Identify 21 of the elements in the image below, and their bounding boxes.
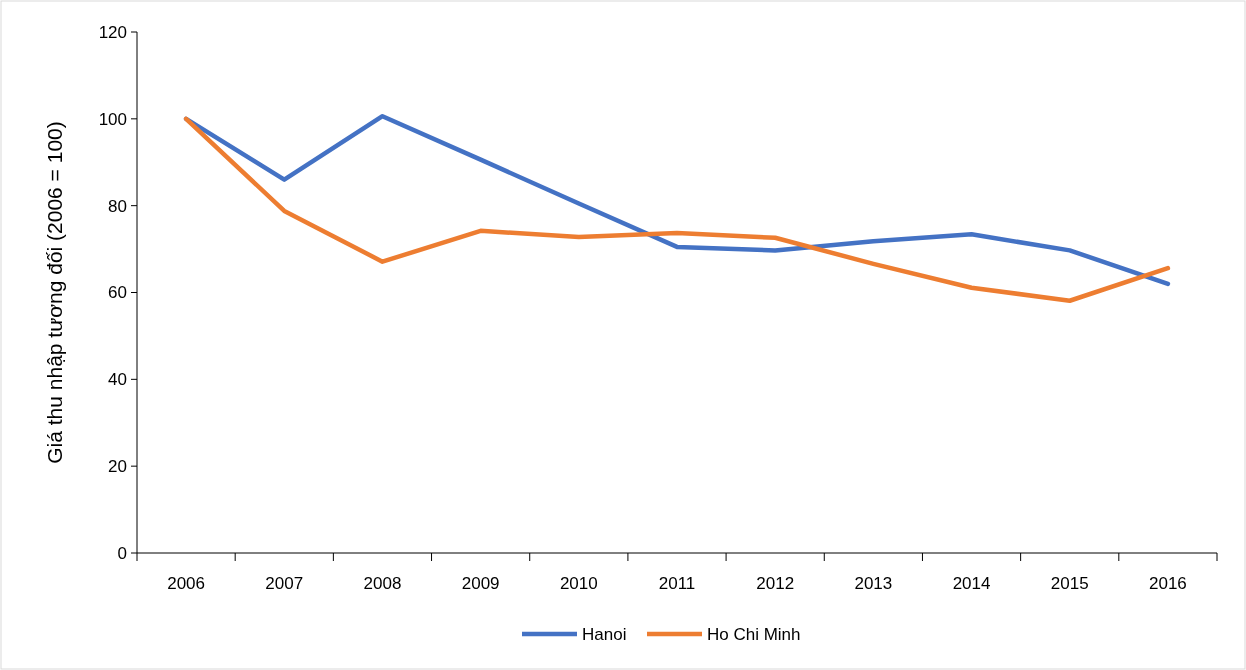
x-tick-label: 2009 (461, 574, 500, 593)
y-tick-label: 80 (108, 196, 127, 216)
legend-label: Ho Chi Minh (707, 624, 801, 644)
legend-label: Hanoi (582, 624, 627, 644)
y-tick-label: 20 (108, 457, 127, 477)
y-tick-label: 0 (117, 543, 127, 563)
x-tick-label: 2014 (952, 574, 991, 593)
x-tick-label: 2011 (658, 574, 696, 593)
x-tick-label: 2012 (756, 574, 795, 593)
x-tick-label: 2015 (1050, 574, 1089, 593)
x-tick-label: 2010 (559, 574, 598, 593)
y-tick-label: 100 (98, 109, 127, 129)
y-tick-label: 60 (108, 283, 127, 303)
x-tick-label: 2016 (1148, 574, 1187, 593)
y-tick-label: 120 (98, 22, 127, 42)
x-tick-label: 2006 (167, 574, 205, 593)
y-tick-label: 40 (108, 370, 127, 390)
x-tick-label: 2007 (265, 574, 304, 593)
x-tick-label: 2008 (363, 574, 402, 593)
x-tick-label: 2013 (854, 574, 893, 593)
y-axis-title: Giá thu nhập tương đối (2006 = 100) (43, 121, 66, 464)
